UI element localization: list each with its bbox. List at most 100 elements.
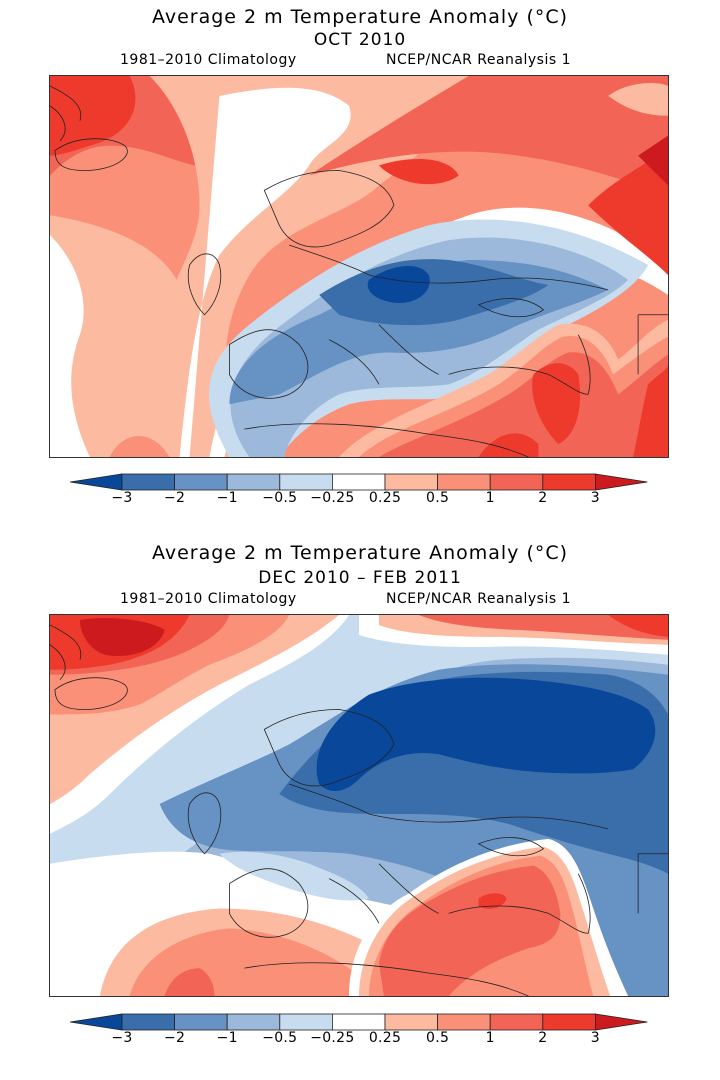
colorbar2-tick-label: −3 (111, 1030, 133, 1046)
coastlines (50, 85, 668, 457)
anomaly-fill (367, 265, 430, 303)
colorbar-arrow-low (70, 473, 123, 491)
colorbar1-tick-label: −2 (163, 490, 186, 506)
colorbar1-tick-label: 0.25 (368, 490, 402, 506)
colorbar-swatches (70, 473, 648, 491)
anomaly-fill (109, 435, 170, 457)
colorbar-swatch (279, 473, 333, 491)
panel2-source: NCEP/NCAR Reanalysis 1 (386, 591, 572, 607)
colorbar2-tick-label: 0.5 (426, 1030, 450, 1046)
coastlines (50, 624, 668, 996)
colorbar-swatch (174, 1013, 228, 1031)
panel1-colorbar: −3 −2 −1 −0.5 −0.25 0.25 0.5 1 2 3 (70, 472, 650, 512)
colorbar-swatch (331, 473, 386, 491)
central-asia-borders (637, 853, 668, 914)
colorbar2-tick-label: −2 (163, 1030, 186, 1046)
colorbar-arrow-low (70, 1013, 123, 1031)
colorbar2-tick-label: −0.5 (262, 1030, 298, 1046)
colorbar-swatch (226, 1013, 281, 1031)
iceland-outline (54, 138, 128, 171)
colorbar-swatch (384, 473, 438, 491)
anomaly-fill (79, 618, 165, 657)
central-asia-borders (637, 314, 668, 375)
colorbar1-tick-label: −0.25 (310, 490, 355, 506)
colorbar-swatch (542, 1013, 596, 1031)
colorbar-swatch (174, 473, 228, 491)
panel2-map (49, 614, 669, 997)
colorbar1-tick-label: −0.5 (262, 490, 298, 506)
anomaly-fill (532, 363, 581, 445)
panel1-map (49, 75, 669, 458)
anomaly-fill (378, 865, 561, 996)
colorbar-swatch (384, 1013, 438, 1031)
anomaly-fill (378, 158, 459, 185)
greenland-outline (50, 85, 82, 141)
north-africa-coast (244, 962, 529, 996)
colorbar2-tick-label: 0.25 (368, 1030, 402, 1046)
colorbar1-tick-label: 3 (590, 490, 600, 506)
colorbar1-tick-label: 2 (538, 490, 548, 506)
scandinavia-outline (263, 709, 395, 787)
anomaly-fill (50, 235, 90, 457)
british-isles-outline (187, 253, 222, 316)
colorbar-swatches (70, 1013, 648, 1031)
scandinavia-outline (263, 170, 395, 248)
anomaly-fill (633, 364, 668, 457)
caspian-outline (577, 873, 591, 934)
colorbar-swatch (437, 473, 491, 491)
iceland-outline (54, 677, 128, 710)
colorbar1-tick-label: −1 (216, 490, 238, 506)
colorbar-swatch (121, 1013, 175, 1031)
panel2-climatology: 1981–2010 Climatology (120, 591, 297, 607)
anomaly-fill (638, 135, 668, 186)
panel1-title: Average 2 m Temperature Anomaly (°C) (151, 6, 569, 28)
anomaly-fill (608, 615, 668, 637)
colorbar-swatch (542, 473, 596, 491)
anomaly-fill (309, 76, 668, 196)
panel1-period: OCT 2010 (313, 30, 407, 50)
anomaly-fill (219, 851, 369, 901)
anomaly-fill (478, 893, 507, 909)
anomaly-fill (478, 433, 539, 457)
colorbar-swatch (437, 1013, 491, 1031)
europe-borders (289, 783, 609, 830)
caspian-outline (577, 334, 591, 395)
anomaly-fill (608, 82, 668, 116)
panel2-period: DEC 2010 – FEB 2011 (258, 568, 462, 588)
panel1-climatology: 1981–2010 Climatology (120, 52, 297, 68)
colorbar-swatch (489, 1013, 544, 1031)
colorbar-swatch (121, 473, 175, 491)
turkey-outline (448, 366, 589, 395)
anomaly-fill (50, 76, 136, 156)
colorbar2-tick-label: 1 (485, 1030, 495, 1046)
europe-borders (289, 244, 609, 291)
anomaly-fill (316, 677, 656, 792)
italy-balkans-outline (328, 863, 439, 924)
italy-balkans-outline (328, 324, 439, 385)
colorbar-swatch (489, 473, 544, 491)
colorbar2-tick-label: 3 (590, 1030, 600, 1046)
greenland-outline (50, 624, 82, 680)
anomaly-fill (588, 145, 668, 275)
colorbar-arrow-high (595, 1013, 648, 1031)
north-africa-coast (244, 423, 529, 457)
colorbar2-tick-label: −1 (216, 1030, 238, 1046)
colorbar1-tick-label: 0.5 (426, 490, 450, 506)
colorbar-swatch (331, 1013, 386, 1031)
colorbar1-tick-label: 1 (485, 490, 495, 506)
british-isles-outline (187, 792, 222, 855)
panel2-colorbar: −3 −2 −1 −0.5 −0.25 0.25 0.5 1 2 3 (70, 1012, 650, 1052)
turkey-outline (448, 905, 589, 934)
black-sea-outline (477, 298, 545, 318)
colorbar2-tick-label: −0.25 (310, 1030, 355, 1046)
iberia-outline (229, 329, 309, 399)
colorbar-arrow-high (595, 473, 648, 491)
black-sea-outline (477, 837, 545, 857)
panel1-map-contours (50, 76, 668, 457)
panel2-map-contours (50, 615, 668, 996)
panel2-title: Average 2 m Temperature Anomaly (°C) (151, 542, 569, 564)
anomaly-fill (378, 352, 668, 457)
anomaly-fill (418, 615, 668, 640)
iberia-outline (229, 868, 309, 938)
colorbar-swatch (226, 473, 281, 491)
